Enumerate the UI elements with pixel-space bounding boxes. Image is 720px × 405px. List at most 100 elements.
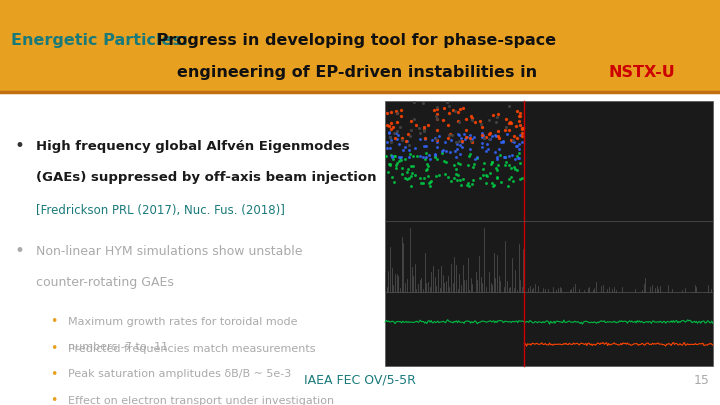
Point bbox=[420, 142, 432, 149]
Point bbox=[423, 173, 434, 179]
Point bbox=[500, 153, 511, 160]
Text: Effect on electron transport under investigation: Effect on electron transport under inves… bbox=[68, 396, 335, 405]
Point bbox=[390, 134, 401, 141]
Point bbox=[448, 107, 459, 113]
Point bbox=[462, 134, 473, 141]
Point bbox=[463, 183, 474, 190]
Point bbox=[438, 139, 450, 145]
Point bbox=[419, 136, 431, 142]
Point bbox=[514, 160, 526, 167]
Point bbox=[422, 166, 433, 172]
Point bbox=[383, 161, 395, 168]
Point bbox=[431, 116, 443, 123]
Point bbox=[516, 132, 528, 139]
Point bbox=[428, 107, 440, 113]
Point bbox=[460, 116, 472, 123]
Point bbox=[503, 120, 515, 126]
Point bbox=[381, 110, 392, 117]
Point bbox=[452, 131, 464, 137]
Point bbox=[395, 157, 407, 163]
Point bbox=[477, 166, 489, 173]
Point bbox=[464, 151, 476, 157]
Text: Non-linear HYM simulations show unstable: Non-linear HYM simulations show unstable bbox=[36, 245, 302, 258]
Point bbox=[452, 172, 464, 179]
Point bbox=[455, 182, 467, 188]
Point bbox=[456, 105, 468, 111]
Point bbox=[512, 143, 523, 149]
Point bbox=[513, 146, 524, 152]
Point bbox=[385, 139, 397, 145]
Point bbox=[426, 137, 438, 143]
Point bbox=[401, 169, 413, 175]
Point bbox=[513, 150, 525, 156]
Point bbox=[468, 161, 480, 167]
Point bbox=[480, 147, 492, 154]
Point bbox=[415, 130, 426, 136]
Point bbox=[507, 137, 518, 143]
Point bbox=[486, 159, 498, 166]
Point bbox=[423, 180, 435, 187]
Point bbox=[444, 110, 455, 116]
Text: •: • bbox=[14, 137, 24, 155]
Point bbox=[508, 139, 520, 146]
Point bbox=[487, 111, 499, 118]
Point bbox=[418, 128, 430, 134]
Point bbox=[402, 166, 413, 173]
Point bbox=[423, 122, 434, 129]
Point bbox=[445, 137, 456, 143]
Point bbox=[383, 123, 395, 129]
Point bbox=[405, 127, 417, 133]
Point bbox=[454, 137, 465, 144]
Point bbox=[507, 177, 518, 184]
Point bbox=[479, 134, 490, 141]
Point bbox=[491, 174, 503, 180]
Point bbox=[481, 173, 492, 179]
Bar bbox=[0, 0, 720, 92]
Point bbox=[395, 154, 406, 161]
Point bbox=[391, 109, 402, 116]
Point bbox=[443, 174, 454, 180]
Point bbox=[495, 179, 506, 185]
Point bbox=[414, 136, 426, 142]
Point bbox=[514, 113, 526, 120]
Point bbox=[418, 124, 430, 130]
Point bbox=[436, 150, 448, 157]
Text: counter-rotating GAEs: counter-rotating GAEs bbox=[36, 276, 174, 289]
Point bbox=[464, 145, 476, 152]
Point bbox=[503, 183, 514, 190]
Point bbox=[403, 141, 415, 148]
Point bbox=[388, 153, 400, 159]
Point bbox=[464, 152, 475, 159]
Point bbox=[471, 153, 482, 160]
Point bbox=[387, 156, 399, 162]
Point bbox=[393, 154, 405, 160]
Point bbox=[493, 134, 505, 141]
Point bbox=[420, 150, 431, 157]
Point bbox=[493, 146, 505, 152]
Point bbox=[424, 156, 436, 162]
Point bbox=[508, 164, 520, 170]
Point bbox=[383, 130, 395, 136]
Point bbox=[431, 110, 442, 117]
Point bbox=[454, 161, 466, 167]
Point bbox=[449, 147, 461, 154]
Point bbox=[499, 162, 510, 168]
Point bbox=[476, 130, 487, 136]
Point bbox=[478, 160, 490, 166]
Text: Maximum growth rates for toroidal mode: Maximum growth rates for toroidal mode bbox=[68, 317, 298, 326]
Point bbox=[395, 153, 407, 160]
Point bbox=[387, 153, 398, 160]
Point bbox=[480, 171, 492, 178]
Point bbox=[517, 139, 528, 145]
Point bbox=[454, 106, 465, 112]
Point bbox=[450, 154, 462, 160]
Point bbox=[446, 132, 458, 139]
Text: [Fredrickson PRL (2017), Nuc. Fus. (2018)]: [Fredrickson PRL (2017), Nuc. Fus. (2018… bbox=[36, 204, 285, 217]
Text: numbers -7 to -11: numbers -7 to -11 bbox=[68, 342, 168, 352]
Point bbox=[482, 145, 494, 152]
Point bbox=[396, 164, 408, 171]
Point bbox=[401, 175, 413, 182]
Point bbox=[456, 144, 468, 151]
Point bbox=[451, 177, 463, 183]
Point bbox=[514, 110, 526, 116]
